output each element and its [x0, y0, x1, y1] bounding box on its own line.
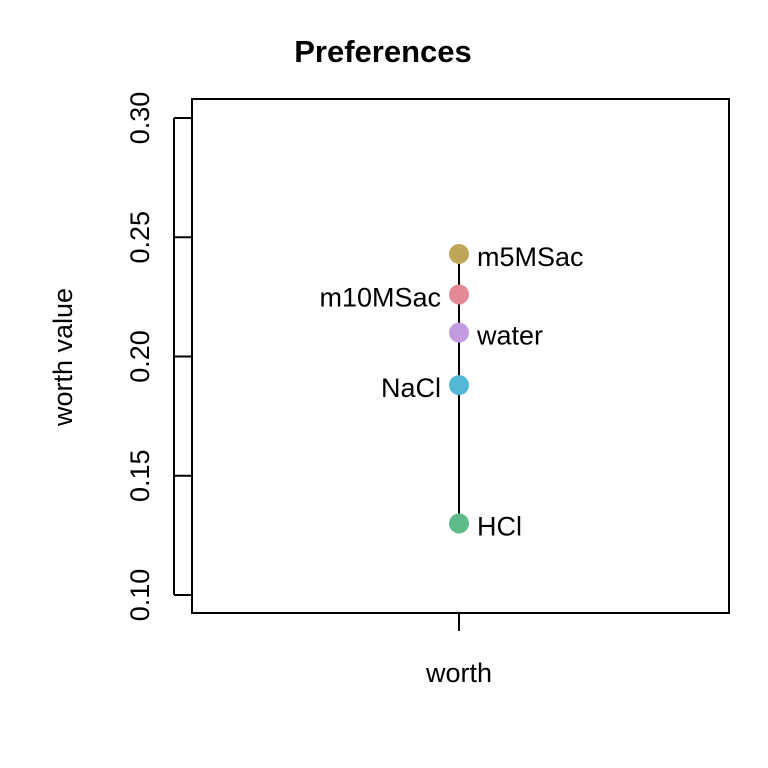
data-point [449, 322, 469, 343]
x-axis: worth [425, 613, 492, 688]
data-point [449, 513, 469, 534]
y-tick-label: 0.30 [125, 92, 155, 145]
data-point [449, 243, 469, 264]
data-point-label: m5MSac [477, 242, 584, 272]
y-tick-label: 0.20 [125, 330, 155, 383]
y-axis: 0.10 0.15 0.20 0.25 0.30 [125, 92, 192, 622]
y-axis-title: worth value [48, 288, 78, 427]
y-tick-label: 0.15 [125, 449, 155, 502]
data-point-label: water [476, 321, 543, 351]
chart-title: Preferences [294, 34, 472, 69]
data-marks: m5MSac m10MSac water NaCl HCl [319, 242, 583, 542]
x-tick-label: worth [425, 658, 492, 688]
data-point-label: NaCl [381, 373, 441, 403]
plot-frame [191, 98, 730, 614]
data-point [449, 375, 469, 396]
data-point-label: m10MSac [319, 282, 441, 312]
data-point [449, 284, 469, 305]
y-tick-label: 0.10 [125, 569, 155, 622]
y-tick-label: 0.25 [125, 211, 155, 264]
data-point-label: HCl [477, 511, 522, 541]
